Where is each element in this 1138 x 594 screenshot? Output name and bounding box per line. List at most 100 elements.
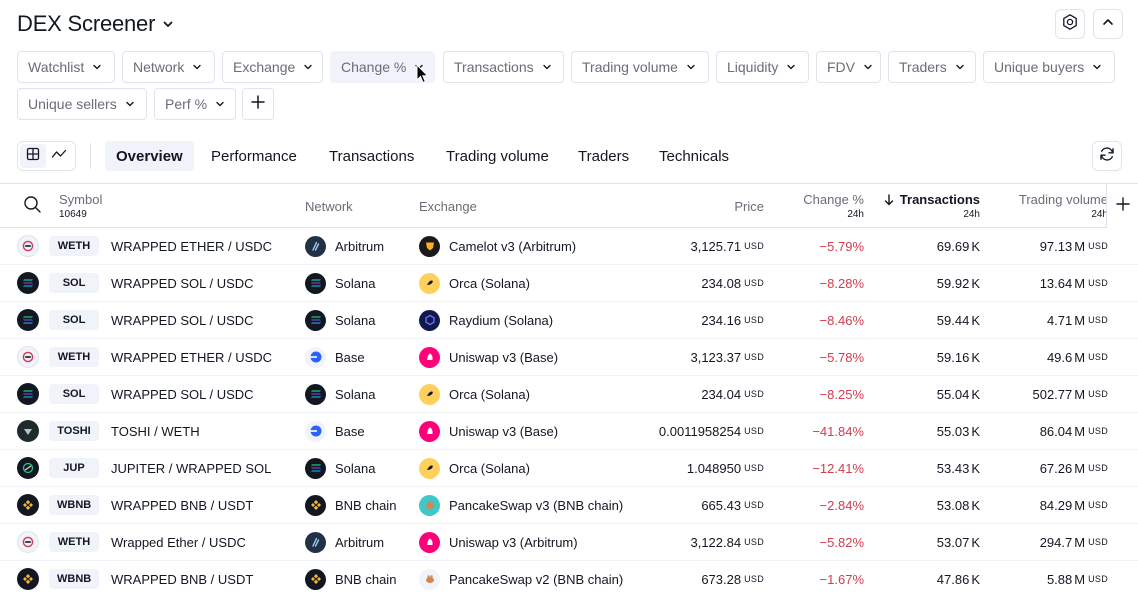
transactions-unit: K	[971, 238, 980, 254]
network-name: Solana	[335, 275, 376, 291]
symbol-ticker[interactable]: SOL	[49, 384, 99, 404]
filter-watchlist[interactable]: Watchlist	[17, 51, 115, 83]
pair-name[interactable]: WRAPPED SOL / USDC	[111, 312, 254, 328]
filter-fdv[interactable]: FDV	[816, 51, 881, 83]
symbol-ticker[interactable]: JUP	[49, 458, 99, 478]
column-network[interactable]: Network	[305, 198, 353, 214]
price-cell: 665.43 USD	[701, 487, 764, 523]
tab-transactions[interactable]: Transactions	[329, 147, 415, 165]
price-value: 3,125.71	[690, 238, 742, 254]
add-column-button[interactable]	[1106, 184, 1138, 228]
exchange-cell: Camelot v3 (Arbitrum)	[419, 228, 576, 264]
table-row[interactable]: WETH WRAPPED ETHER / USDC Arbitrum Camelot …	[0, 228, 1138, 265]
table-row[interactable]: SOL WRAPPED SOL / USDC Solana Orca (Solana)…	[0, 376, 1138, 413]
filter-label: Unique buyers	[994, 59, 1085, 75]
pair-name[interactable]: WRAPPED SOL / USDC	[111, 275, 254, 291]
weth-token-icon	[17, 531, 39, 553]
refresh-button[interactable]	[1092, 141, 1122, 171]
column-change[interactable]: Change % 24h	[803, 192, 864, 220]
change-value: −2.84%	[819, 497, 864, 513]
symbol-ticker[interactable]: WETH	[49, 236, 99, 256]
tab-performance[interactable]: Performance	[211, 147, 297, 165]
filter-network[interactable]: Network	[122, 51, 215, 83]
symbol-ticker[interactable]: WETH	[49, 532, 99, 552]
currency-unit: USD	[744, 352, 764, 362]
tab-technicals[interactable]: Technicals	[659, 147, 730, 165]
price-cell: 234.08 USD	[701, 265, 764, 301]
filter-transactions[interactable]: Transactions	[443, 51, 564, 83]
filter-label: FDV	[827, 59, 855, 75]
table-row[interactable]: WETH WRAPPED ETHER / USDC Base Uniswap v3 (…	[0, 339, 1138, 376]
tab-trading-volume[interactable]: Trading volume	[446, 147, 549, 165]
network-cell: Solana	[305, 302, 375, 338]
price-value: 3,123.37	[690, 349, 742, 365]
price-cell: 1.048950 USD	[687, 450, 764, 486]
chart-view-button[interactable]	[46, 144, 72, 168]
table-row[interactable]: JUP JUPITER / WRAPPED SOL Solana Orca (Sola…	[0, 450, 1138, 487]
pair-name[interactable]: TOSHI / WETH	[111, 423, 200, 439]
solana-token-icon	[17, 383, 39, 405]
table-row[interactable]: SOL WRAPPED SOL / USDC Solana Orca (Solana)…	[0, 265, 1138, 302]
pair-name[interactable]: WRAPPED SOL / USDC	[111, 386, 254, 402]
symbol-ticker[interactable]: WETH	[49, 347, 99, 367]
collapse-button[interactable]	[1093, 9, 1123, 39]
symbol-ticker[interactable]: SOL	[49, 310, 99, 330]
pair-name[interactable]: WRAPPED BNB / USDT	[111, 497, 254, 513]
tab-traders[interactable]: Traders	[578, 147, 630, 165]
pair-name[interactable]: WRAPPED BNB / USDT	[111, 571, 254, 587]
filter-perf[interactable]: Perf %	[154, 88, 236, 120]
table-row[interactable]: WETH Wrapped Ether / USDC Arbitrum Uniswap …	[0, 524, 1138, 561]
add-filter-button[interactable]	[242, 88, 274, 120]
filter-label: Liquidity	[727, 59, 779, 75]
pair-name[interactable]: WRAPPED ETHER / USDC	[111, 349, 273, 365]
network-name: Arbitrum	[335, 534, 385, 550]
settings-button[interactable]	[1055, 9, 1085, 39]
filter-label: Transactions	[454, 59, 534, 75]
symbol-ticker[interactable]: WBNB	[49, 495, 100, 515]
filter-unique-sellers[interactable]: Unique sellers	[17, 88, 147, 120]
exchange-name: PancakeSwap v3 (BNB chain)	[449, 497, 624, 513]
pair-name[interactable]: Wrapped Ether / USDC	[111, 534, 246, 550]
pair-name[interactable]: WRAPPED ETHER / USDC	[111, 238, 273, 254]
symbol-ticker[interactable]: TOSHI	[49, 421, 99, 441]
filter-liquidity[interactable]: Liquidity	[716, 51, 809, 83]
divider	[90, 143, 91, 169]
filter-unique-buyers[interactable]: Unique buyers	[983, 51, 1115, 83]
filter-exchange[interactable]: Exchange	[222, 51, 323, 83]
column-trading-volume[interactable]: Trading volume 24h	[1018, 192, 1108, 220]
change-value: −8.46%	[819, 312, 864, 328]
table-row[interactable]: TOSHI TOSHI / WETH Base Uniswap v3 (Base) 0.…	[0, 413, 1138, 450]
currency-unit: USD	[744, 537, 764, 547]
table-row[interactable]: WBNB WRAPPED BNB / USDT BNB chain PancakeSw…	[0, 561, 1138, 594]
volume-unit: M	[1074, 534, 1086, 550]
arrow-down-icon	[884, 193, 894, 206]
symbol-ticker[interactable]: WBNB	[49, 569, 100, 589]
column-price[interactable]: Price	[734, 198, 764, 214]
volume-cell: 502.77 M USD	[1032, 376, 1108, 412]
filter-traders[interactable]: Traders	[888, 51, 976, 83]
search-column-button[interactable]	[23, 184, 42, 228]
table-row[interactable]: WBNB WRAPPED BNB / USDT BNB chain PancakeSw…	[0, 487, 1138, 524]
volume-cell: 5.88 M USD	[1047, 561, 1108, 594]
chevron-down-icon[interactable]	[161, 17, 175, 31]
table-row[interactable]: SOL WRAPPED SOL / USDC Solana Raydium (Sola…	[0, 302, 1138, 339]
network-name: Base	[335, 349, 365, 365]
exchange-name: Orca (Solana)	[449, 386, 530, 402]
symbol-ticker[interactable]: SOL	[49, 273, 99, 293]
pair-name[interactable]: JUPITER / WRAPPED SOL	[111, 460, 272, 476]
column-symbol[interactable]: Symbol 10649	[59, 192, 103, 220]
transactions-value: 59.44	[936, 312, 970, 328]
bnb-chain-network-icon	[305, 568, 326, 590]
chevron-down-icon	[125, 99, 135, 109]
exchange-cell: PancakeSwap v3 (BNB chain)	[419, 487, 623, 523]
volume-cell: 84.29 M USD	[1040, 487, 1108, 523]
page-title[interactable]: DEX Screener	[17, 11, 156, 36]
column-exchange[interactable]: Exchange	[419, 198, 477, 214]
filter-trading-volume[interactable]: Trading volume	[571, 51, 709, 83]
table-view-button[interactable]	[20, 144, 46, 168]
price-value: 665.43	[701, 497, 742, 513]
change-value: −8.25%	[819, 386, 864, 402]
change-value: −5.79%	[819, 238, 864, 254]
column-transactions[interactable]: Transactions 24h	[884, 184, 980, 228]
tab-overview[interactable]: Overview	[105, 141, 194, 171]
